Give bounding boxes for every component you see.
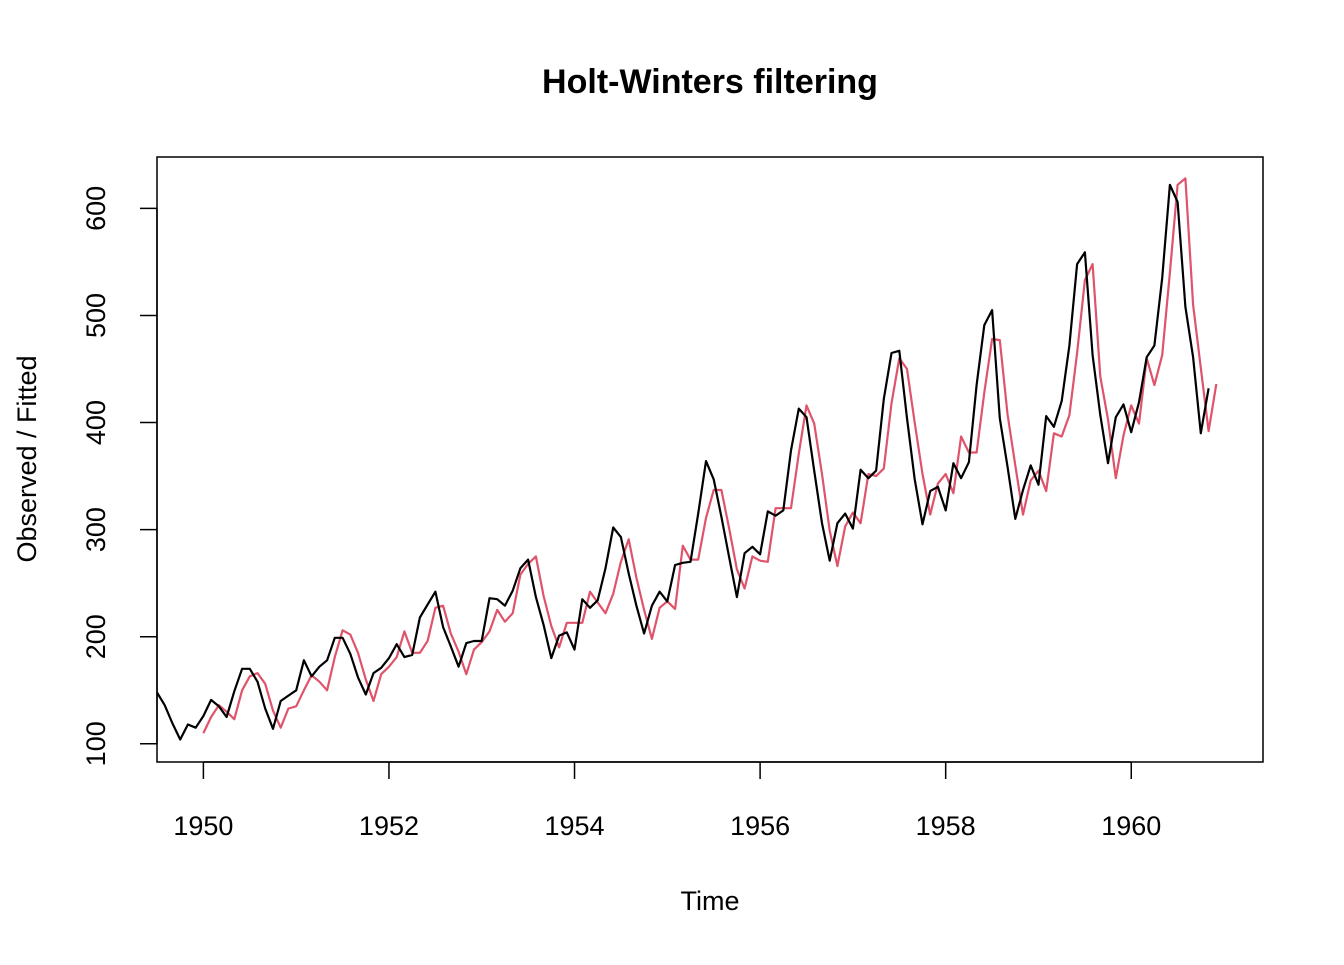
y-axis-label: Observed / Fitted	[12, 355, 42, 562]
y-tick-label: 200	[81, 614, 111, 659]
x-tick-label: 1958	[916, 811, 976, 841]
y-tick-label: 400	[81, 400, 111, 445]
series-observed-line	[156, 183, 1210, 741]
plot-area-border	[156, 156, 1264, 763]
x-tick-label: 1960	[1101, 811, 1161, 841]
x-tick-label: 1954	[544, 811, 604, 841]
chart-title: Holt-Winters filtering	[542, 63, 878, 101]
series-layer	[156, 177, 1218, 741]
y-tick-label: 100	[81, 721, 111, 766]
x-tick-label: 1956	[730, 811, 790, 841]
y-axis: 100 200 300 400 500 600	[81, 186, 158, 766]
y-tick-label: 300	[81, 507, 111, 552]
x-tick-label: 1950	[173, 811, 233, 841]
x-tick-label: 1952	[359, 811, 419, 841]
series-fitted-line	[202, 177, 1218, 734]
x-axis: 1950 1952 1954 1956 1958 1960	[173, 761, 1161, 841]
y-tick-label: 600	[81, 186, 111, 231]
x-axis-label: Time	[681, 886, 740, 916]
y-tick-label: 500	[81, 293, 111, 338]
